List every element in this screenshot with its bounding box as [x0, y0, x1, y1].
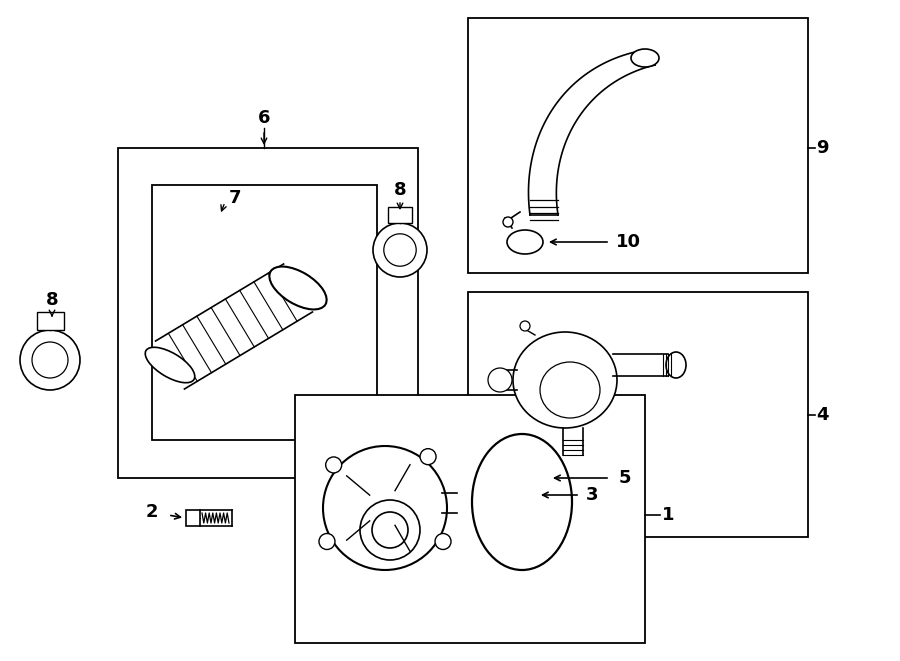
Bar — [152, 185, 377, 440]
Ellipse shape — [145, 347, 194, 383]
Ellipse shape — [488, 368, 512, 392]
Text: 6: 6 — [257, 109, 270, 127]
Ellipse shape — [513, 332, 617, 428]
Bar — [468, 18, 808, 273]
Ellipse shape — [666, 352, 686, 378]
Ellipse shape — [472, 434, 572, 570]
Text: 3: 3 — [586, 486, 598, 504]
Ellipse shape — [360, 500, 420, 560]
Bar — [186, 510, 200, 526]
Ellipse shape — [507, 230, 543, 254]
Bar — [37, 312, 64, 330]
Ellipse shape — [435, 533, 451, 549]
Bar — [388, 207, 412, 223]
Text: 4: 4 — [815, 406, 828, 424]
Text: 9: 9 — [815, 139, 828, 157]
Ellipse shape — [383, 234, 416, 266]
Ellipse shape — [319, 533, 335, 549]
Ellipse shape — [269, 266, 327, 309]
Bar — [468, 292, 808, 537]
Ellipse shape — [20, 330, 80, 390]
Ellipse shape — [420, 449, 436, 465]
Ellipse shape — [326, 457, 342, 473]
Ellipse shape — [323, 446, 447, 570]
Ellipse shape — [510, 466, 546, 490]
Ellipse shape — [32, 342, 68, 378]
Text: 8: 8 — [46, 291, 58, 309]
Ellipse shape — [540, 362, 600, 418]
Text: 2: 2 — [146, 503, 158, 521]
Bar — [118, 148, 418, 478]
Ellipse shape — [631, 49, 659, 67]
Text: 10: 10 — [616, 233, 641, 251]
Ellipse shape — [373, 223, 427, 277]
Text: 1: 1 — [662, 506, 674, 524]
Ellipse shape — [372, 512, 408, 548]
Text: 7: 7 — [229, 189, 241, 207]
Text: 5: 5 — [619, 469, 631, 487]
Ellipse shape — [520, 321, 530, 331]
Text: 8: 8 — [393, 181, 406, 199]
Ellipse shape — [503, 217, 513, 227]
Bar — [295, 395, 645, 643]
